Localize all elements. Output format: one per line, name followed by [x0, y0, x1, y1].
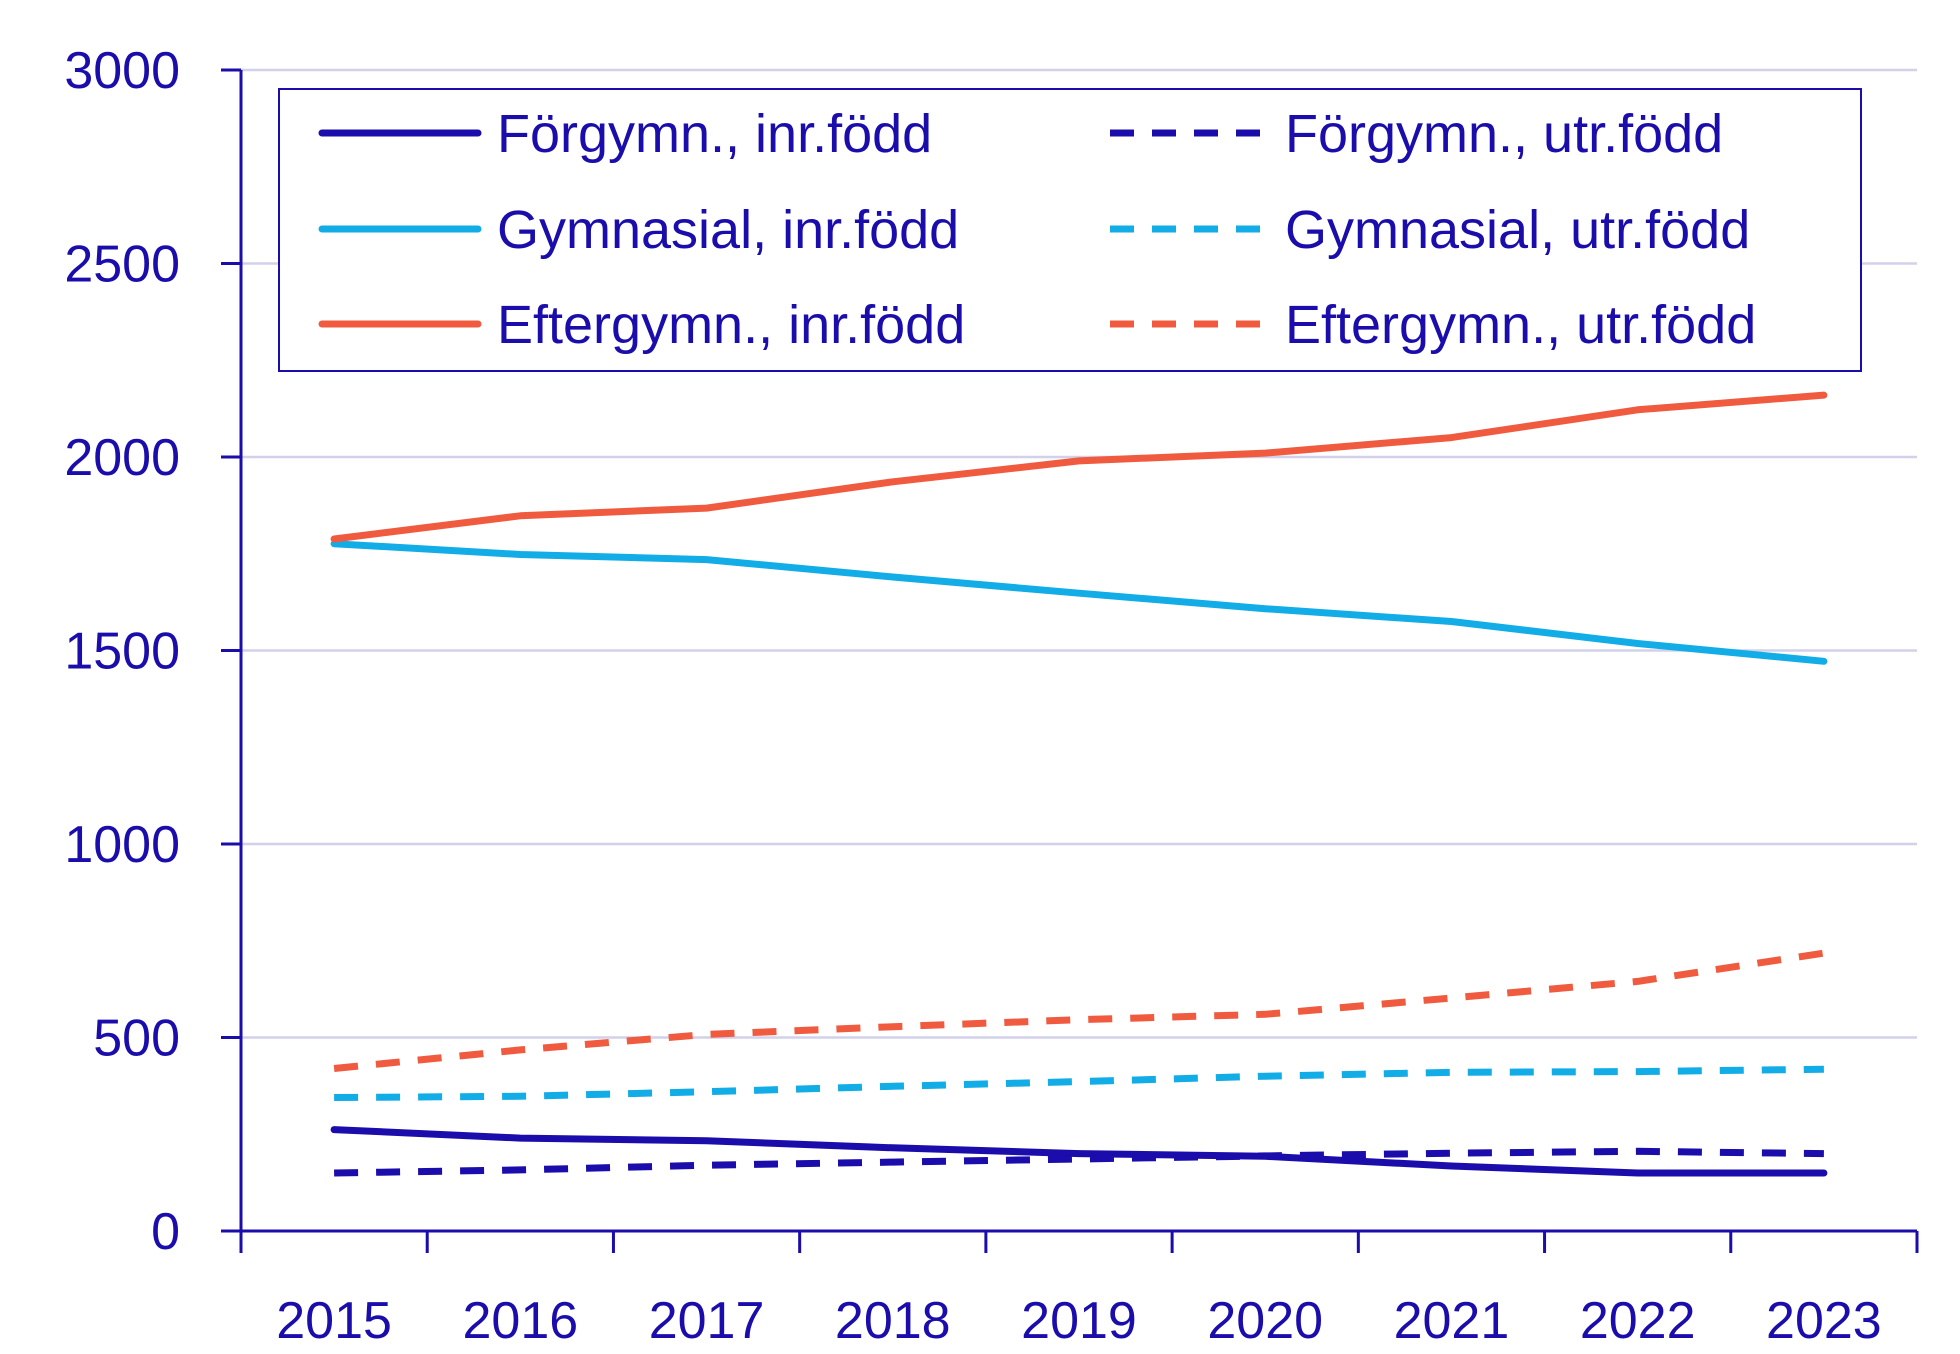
series-line: [334, 1065, 1824, 1101]
series-line: [333, 949, 1825, 1072]
x-tick-label: 2019: [1021, 1292, 1137, 1350]
legend-box: [278, 88, 1862, 372]
y-tick-label: 2000: [64, 429, 180, 487]
legend-label: Eftergymn., utr.född: [1285, 295, 1756, 355]
series-line: [330, 540, 1828, 665]
y-tick-label: 0: [151, 1203, 180, 1261]
legend-label: Gymnasial, inr.född: [497, 200, 959, 260]
series-lines: [330, 391, 1828, 1177]
x-axis-ticks: 2015 2016 2017 2018 2019 2020 2021 2022 2023: [239, 1231, 1919, 1350]
x-tick-label: 2018: [835, 1292, 951, 1350]
y-tick-label: 2500: [64, 236, 180, 294]
y-axis-ticks: 0 500 1000 1500 2000 2500 3000: [64, 42, 241, 1261]
x-tick-label: 2017: [649, 1292, 765, 1350]
legend-label: Gymnasial, utr.född: [1285, 200, 1750, 260]
x-tick-label: 2022: [1580, 1292, 1696, 1350]
legend-label: Förgymn., utr.född: [1285, 104, 1723, 164]
series-line: [330, 1126, 1828, 1177]
x-tick-label: 2023: [1766, 1292, 1882, 1350]
legend-label: Eftergymn., inr.född: [497, 295, 965, 355]
x-tick-label: 2016: [462, 1292, 578, 1350]
series-line: [334, 1147, 1824, 1177]
x-tick-label: 2021: [1394, 1292, 1510, 1350]
x-tick-label: 2015: [276, 1292, 392, 1350]
y-tick-label: 500: [93, 1010, 180, 1068]
y-tick-label: 3000: [64, 42, 180, 100]
legend-label: Förgymn., inr.född: [497, 104, 932, 164]
y-tick-label: 1000: [64, 816, 180, 874]
x-tick-label: 2020: [1207, 1292, 1323, 1350]
y-tick-label: 1500: [64, 623, 180, 681]
legend: Förgymn., inr.född Förgymn., utr.född Gymn…: [278, 88, 1862, 372]
series-line: [330, 391, 1828, 543]
